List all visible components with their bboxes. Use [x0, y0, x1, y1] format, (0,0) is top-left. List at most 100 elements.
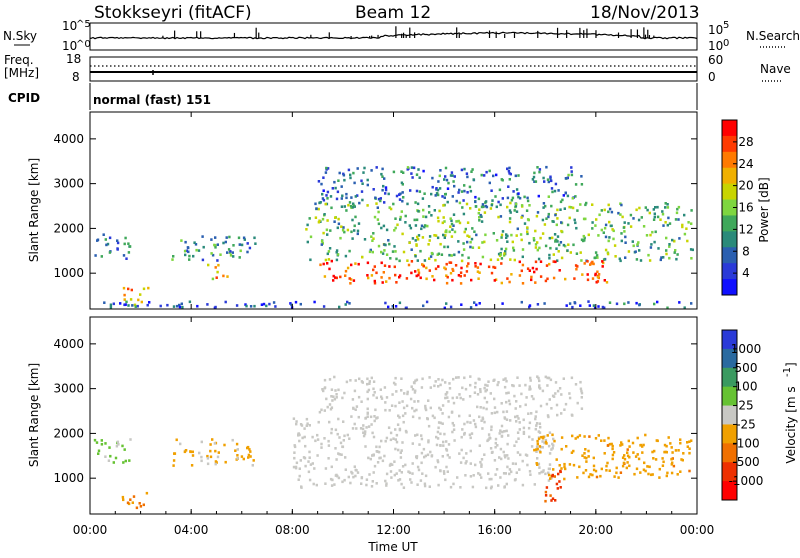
- data-cell: [474, 463, 477, 467]
- data-cell: [424, 408, 428, 412]
- data-cell: [131, 501, 134, 504]
- data-cell: [579, 203, 582, 206]
- data-cell: [316, 454, 319, 457]
- data-cell: [183, 249, 187, 253]
- data-cell: [415, 408, 418, 412]
- data-cell: [677, 205, 681, 209]
- data-cell: [100, 439, 103, 442]
- data-cell: [319, 263, 322, 267]
- data-cell: [488, 477, 491, 481]
- data-cell: [380, 250, 383, 254]
- data-cell: [210, 238, 213, 241]
- data-cell: [581, 454, 584, 457]
- data-cell: [410, 172, 413, 175]
- data-cell: [433, 278, 436, 282]
- data-cell: [395, 472, 398, 475]
- data-cell: [501, 230, 505, 233]
- data-cell: [401, 465, 405, 468]
- data-cell: [351, 206, 355, 209]
- x-tick-label: 12:00: [376, 523, 411, 537]
- data-cell: [123, 242, 126, 246]
- data-cell: [389, 207, 393, 211]
- data-cell: [615, 302, 619, 306]
- data-cell: [319, 201, 322, 204]
- data-cell: [462, 398, 465, 401]
- data-cell: [638, 206, 641, 210]
- data-cell: [297, 478, 300, 481]
- data-cell: [548, 256, 551, 260]
- data-cell: [518, 260, 521, 264]
- data-cell: [463, 433, 466, 436]
- data-cell: [295, 461, 299, 465]
- data-cell: [309, 463, 313, 466]
- data-cell: [551, 446, 554, 450]
- data-cell: [551, 190, 554, 194]
- data-cell: [517, 192, 520, 195]
- data-cell: [123, 293, 126, 297]
- data-cell: [520, 300, 523, 304]
- data-cell: [423, 482, 427, 486]
- data-cell: [383, 264, 387, 267]
- data-cell: [345, 192, 348, 196]
- data-cell: [556, 259, 559, 262]
- data-cell: [116, 241, 120, 245]
- data-cell: [444, 267, 447, 271]
- data-cell: [327, 444, 331, 447]
- data-cell: [341, 445, 344, 448]
- data-cell: [341, 228, 345, 232]
- data-cell: [232, 244, 235, 247]
- data-cell: [311, 435, 314, 439]
- data-cell: [353, 422, 356, 426]
- data-cell: [453, 175, 456, 178]
- data-cell: [438, 406, 441, 410]
- data-cell: [444, 166, 448, 170]
- data-cell: [359, 427, 363, 430]
- data-cell: [521, 459, 524, 463]
- data-cell: [599, 474, 602, 478]
- data-cell: [571, 305, 574, 309]
- data-cell: [94, 254, 97, 257]
- data-cell: [96, 238, 100, 242]
- data-cell: [405, 306, 408, 310]
- data-cell: [473, 301, 476, 304]
- data-cell: [480, 220, 484, 223]
- data-cell: [507, 169, 511, 173]
- freq-label-line1: Freq.: [4, 53, 34, 67]
- data-cell: [322, 198, 326, 202]
- data-cell: [474, 200, 477, 204]
- data-cell: [623, 230, 626, 233]
- data-cell: [382, 184, 385, 188]
- data-cell: [457, 274, 461, 277]
- data-cell: [314, 202, 317, 206]
- data-cell: [527, 218, 530, 222]
- data-cell: [360, 482, 363, 485]
- data-cell: [344, 254, 348, 258]
- data-cell: [504, 472, 507, 475]
- data-cell: [328, 267, 331, 271]
- data-cell: [334, 428, 338, 432]
- data-cell: [435, 188, 438, 191]
- svg-text:10: 10: [708, 39, 723, 53]
- data-cell: [429, 450, 432, 454]
- data-cell: [624, 241, 627, 244]
- colorbar-segment: [722, 135, 737, 153]
- data-cell: [457, 376, 460, 379]
- data-cell: [417, 209, 420, 213]
- data-cell: [404, 429, 408, 433]
- data-cell: [673, 239, 676, 243]
- data-cell: [239, 249, 242, 253]
- data-cell: [666, 203, 669, 206]
- data-cell: [559, 208, 562, 211]
- data-cell: [423, 484, 427, 488]
- data-cell: [646, 208, 649, 212]
- data-cell: [104, 455, 107, 458]
- data-cell: [670, 471, 674, 475]
- data-cell: [318, 219, 321, 223]
- data-cell: [410, 271, 413, 275]
- y-tick-label: 2000: [53, 426, 84, 440]
- data-cell: [415, 378, 419, 382]
- data-cell: [464, 474, 467, 477]
- data-cell: [323, 275, 327, 278]
- data-cell: [511, 384, 514, 387]
- data-cell: [518, 274, 522, 277]
